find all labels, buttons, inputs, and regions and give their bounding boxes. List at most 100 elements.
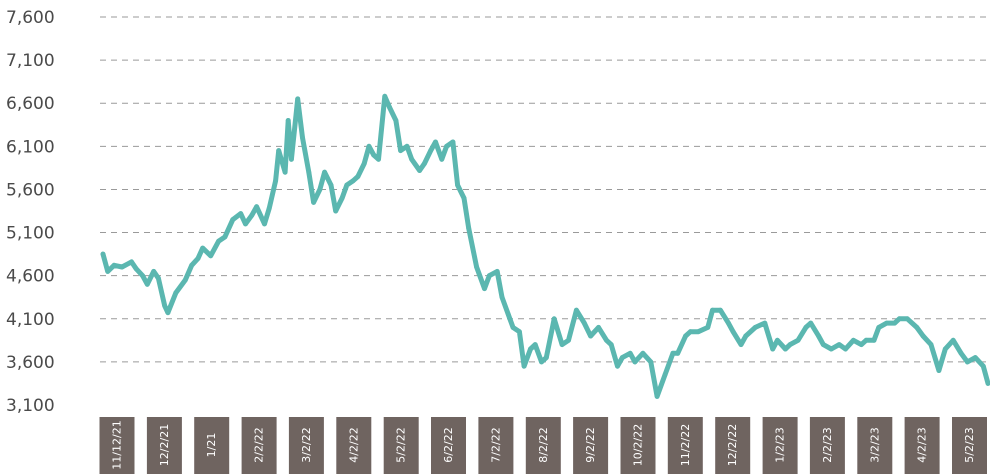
data-point <box>344 182 350 188</box>
x-tick: 6/2/22 <box>431 417 466 474</box>
data-point <box>151 269 157 274</box>
x-tick: 11/12/21 <box>99 417 135 474</box>
x-tick-label: 1/2/23 <box>774 427 787 462</box>
data-point <box>920 333 926 339</box>
x-tick-box <box>715 417 751 474</box>
data-point <box>604 337 609 343</box>
data-point <box>521 363 527 369</box>
y-tick-label: 7,100 <box>6 51 55 71</box>
y-tick-label: 6,100 <box>6 137 55 157</box>
data-point <box>306 169 312 175</box>
data-point <box>980 363 986 369</box>
x-tick-box <box>288 417 324 474</box>
data-point <box>444 143 449 149</box>
data-point <box>726 320 731 326</box>
x-tick-box <box>857 417 893 474</box>
data-point <box>144 281 150 287</box>
data-point <box>474 264 479 270</box>
x-tick-label: 4/2/22 <box>347 427 360 462</box>
x-tick: 5/2/23 <box>952 417 987 474</box>
data-point <box>165 310 171 316</box>
x-axis-tick-labels: 11/12/21 12/2/21 1/21 2/2/22 3/2/22 4/2/22 5/2… <box>99 417 987 474</box>
y-tick-label: 3,600 <box>6 353 55 373</box>
data-point <box>100 251 106 257</box>
data-point <box>596 325 601 330</box>
x-tick-label: 2/2/22 <box>253 427 266 462</box>
data-point <box>311 200 316 205</box>
data-point <box>510 325 516 330</box>
data-point <box>189 262 195 268</box>
data-point <box>972 355 978 360</box>
data-point <box>985 381 990 386</box>
data-point <box>439 156 445 162</box>
data-point <box>273 178 278 184</box>
data-point <box>688 329 693 335</box>
data-point <box>376 156 381 162</box>
data-point <box>743 333 749 339</box>
data-point <box>783 346 788 352</box>
x-tick-label: 2/2/23 <box>821 427 834 462</box>
data-point <box>517 329 522 335</box>
data-point <box>361 161 367 167</box>
data-point <box>836 342 842 347</box>
data-point <box>863 337 869 343</box>
data-point <box>111 262 117 268</box>
data-point <box>162 303 168 309</box>
data-point <box>105 269 111 274</box>
x-tick-label: 11/2/22 <box>679 424 692 466</box>
data-point <box>820 342 826 347</box>
data-point <box>428 148 434 154</box>
data-point <box>333 208 339 214</box>
data-point <box>254 204 259 210</box>
data-point <box>382 93 388 99</box>
data-point <box>795 337 801 343</box>
x-tick: 12/2/22 <box>715 417 751 474</box>
data-point <box>505 312 511 317</box>
data-point <box>675 350 681 356</box>
data-point <box>328 182 334 188</box>
data-point <box>654 394 660 399</box>
data-point <box>588 333 593 339</box>
y-tick-label: 6,600 <box>6 94 55 114</box>
data-point <box>262 221 267 227</box>
data-point <box>619 355 625 360</box>
data-point <box>243 221 248 227</box>
data-point <box>129 259 134 265</box>
data-point <box>942 346 948 352</box>
data-point <box>433 139 438 145</box>
data-point <box>398 148 403 154</box>
data-point <box>662 372 668 378</box>
x-tick-label: 7/2/22 <box>489 427 502 462</box>
data-point <box>683 333 688 339</box>
data-point <box>282 169 288 175</box>
data-point <box>851 337 856 343</box>
data-point <box>528 346 533 352</box>
data-point <box>950 337 956 343</box>
data-point <box>816 333 821 339</box>
x-tick: 5/2/22 <box>383 417 419 474</box>
x-tick-label: 5/2/23 <box>963 427 976 462</box>
data-point <box>486 273 492 279</box>
x-tick-label: 3/2/22 <box>300 427 313 462</box>
x-tick: 9/2/22 <box>573 417 609 474</box>
data-point <box>417 168 422 173</box>
x-tick-box <box>241 417 277 474</box>
data-point <box>289 156 294 162</box>
x-tick-label: 3/2/23 <box>868 427 881 462</box>
x-tick-box <box>99 417 135 474</box>
data-point <box>670 350 676 356</box>
data-point <box>958 350 964 356</box>
x-tick-label: 12/2/22 <box>726 424 739 466</box>
data-point <box>710 307 715 313</box>
data-point <box>904 316 910 322</box>
x-tick-label: 4/2/23 <box>916 427 929 462</box>
data-point <box>627 350 633 356</box>
data-point <box>640 350 646 356</box>
data-point <box>404 143 410 149</box>
data-point <box>450 139 456 145</box>
x-tick: 1/21 <box>194 417 230 474</box>
data-point <box>350 178 356 184</box>
data-point <box>222 234 228 240</box>
data-point <box>566 337 571 343</box>
data-point <box>914 325 920 330</box>
